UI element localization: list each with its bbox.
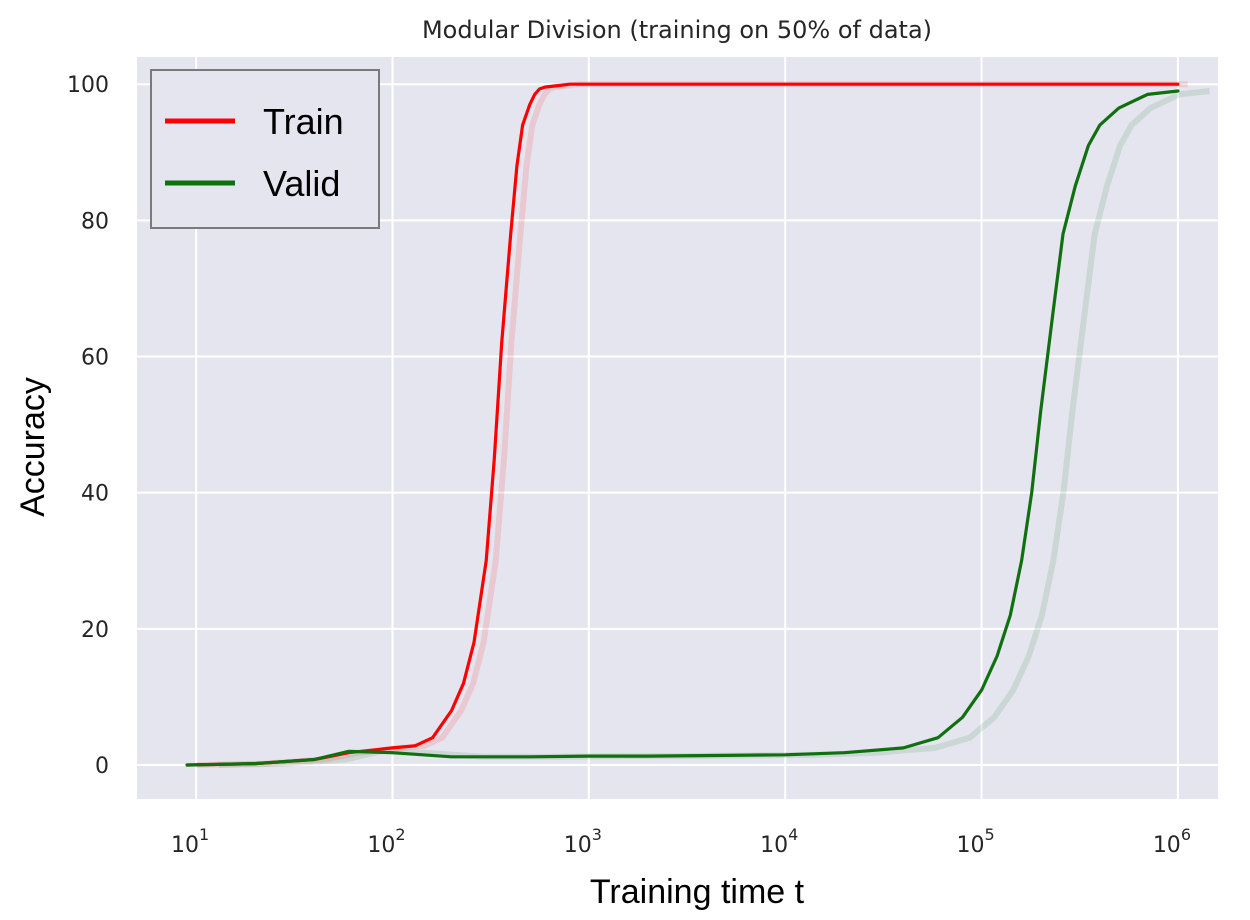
x-tick-base: 10 [171,833,199,858]
y-tick-label: 40 [81,482,109,507]
x-tick-base: 10 [760,833,788,858]
y-tick-label: 0 [95,754,109,779]
x-tick-base: 10 [564,833,592,858]
x-tick-exponent: 2 [395,825,405,844]
legend-label-valid: Valid [263,163,340,204]
x-tick-label: 101 [171,825,209,858]
y-tick-label: 60 [81,346,109,371]
x-tick-exponent: 4 [788,825,798,844]
y-tick-label: 20 [81,618,109,643]
series-line-valid [185,89,1180,767]
series-line-train [185,82,1180,767]
series-layer [185,81,1210,768]
x-axis-label: Training time t [590,873,805,911]
x-tick-exponent: 1 [199,825,209,844]
x-tick-label: 102 [367,825,405,858]
x-tick-base: 10 [367,833,395,858]
x-tick-base: 10 [1153,833,1181,858]
x-tick-exponent: 6 [1181,825,1191,844]
legend-box [150,69,380,229]
x-tick-label: 105 [956,825,994,858]
x-tick-label: 103 [564,825,602,858]
y-axis-label: Accuracy [14,377,52,517]
x-tick-exponent: 5 [984,825,994,844]
y-tick-label: 80 [81,209,109,234]
legend: Train Valid [150,69,380,229]
x-tick-base: 10 [956,833,984,858]
x-tick-label: 104 [760,825,798,858]
legend-label-train: Train [263,101,344,142]
chart-title: Modular Division (training on 50% of dat… [422,16,932,44]
x-tick-exponent: 3 [592,825,602,844]
y-tick-label: 100 [67,73,109,98]
x-tick-label: 106 [1153,825,1191,858]
